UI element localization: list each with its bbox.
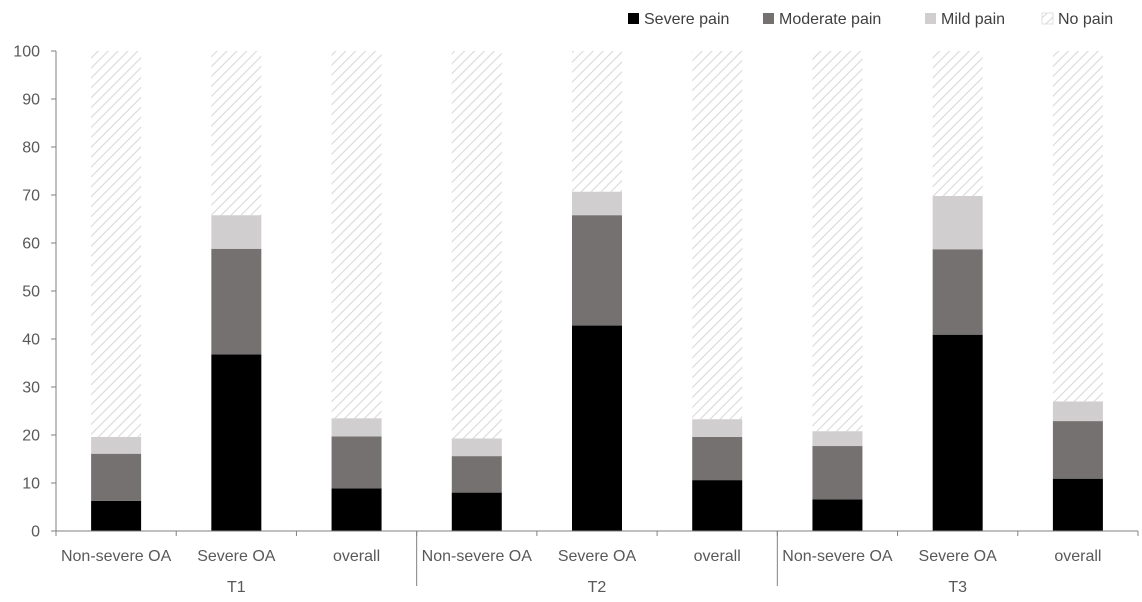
legend-label: No pain (1058, 11, 1113, 28)
y-tick-label: 0 (31, 524, 40, 541)
bar-segment-severe-pain (692, 480, 743, 531)
bar-segment-mild-pain (1052, 401, 1103, 422)
bar-segment-moderate-pain (692, 436, 743, 481)
axes: 0 10 20 30 40 50 60 70 80 90 100 Non-severe OA Sever… (13, 44, 1139, 596)
bar-segment-severe-pain (451, 492, 502, 531)
x-tick-label: Non-severe OA (422, 548, 533, 565)
bar-segment-mild-pain (812, 431, 863, 447)
bar-segment-no-pain (451, 51, 502, 439)
bar-segment-mild-pain (451, 438, 502, 457)
y-tick-label: 40 (22, 332, 40, 349)
bar-segment-no-pain (331, 51, 382, 419)
y-tick-label: 90 (22, 92, 40, 109)
y-tick-label: 30 (22, 380, 40, 397)
y-tick-label: 10 (22, 476, 40, 493)
bar-segment-moderate-pain (1052, 421, 1103, 479)
chart-legend: Severe pain Moderate pain Mild pain No pain (628, 11, 1113, 28)
bar-segment-moderate-pain (572, 215, 622, 326)
bar-segment-no-pain (812, 51, 863, 432)
bar-segment-no-pain (1052, 51, 1103, 402)
y-tick-label: 50 (22, 284, 40, 301)
x-tick-label: Non-severe OA (61, 548, 172, 565)
bar-segment-moderate-pain (331, 436, 382, 489)
y-tick-label: 70 (22, 188, 40, 205)
legend-swatch (628, 13, 639, 24)
x-tick-label: Severe OA (919, 548, 998, 565)
bar-segment-no-pain (572, 51, 622, 192)
bar-segment-severe-pain (91, 500, 142, 531)
bar-segment-severe-pain (932, 334, 983, 531)
bar-segment-moderate-pain (91, 453, 142, 501)
legend-swatch (763, 13, 774, 24)
x-tick-label: overall (1054, 548, 1101, 565)
bar-segment-mild-pain (572, 191, 622, 216)
bar-segment-moderate-pain (812, 446, 863, 500)
y-tick-label: 100 (13, 44, 40, 61)
group-label: T2 (588, 579, 607, 596)
group-label: T1 (227, 579, 246, 596)
y-tick-label: 20 (22, 428, 40, 445)
y-tick-label: 80 (22, 140, 40, 157)
legend-swatch (925, 13, 936, 24)
x-tick-label: overall (694, 548, 741, 565)
bar-segment-severe-pain (572, 325, 622, 531)
bar-segment-moderate-pain (932, 249, 983, 335)
x-tick-label: Non-severe OA (782, 548, 893, 565)
bar-segment-severe-pain (1052, 478, 1103, 531)
bar-segment-mild-pain (211, 215, 262, 249)
bar-segment-mild-pain (91, 436, 142, 454)
bar-segment-no-pain (211, 51, 262, 216)
bar-segment-moderate-pain (451, 456, 502, 493)
y-tick-label: 60 (22, 236, 40, 253)
bar-segment-severe-pain (812, 499, 863, 531)
bar-segment-mild-pain (331, 418, 382, 437)
legend-label: Moderate pain (779, 11, 881, 28)
bar-segment-no-pain (932, 51, 983, 196)
bar-segment-severe-pain (331, 488, 382, 531)
bar-segment-no-pain (692, 51, 743, 420)
x-tick-label: overall (333, 548, 380, 565)
bar-stacks (91, 51, 1103, 531)
bar-segment-severe-pain (211, 354, 262, 531)
legend-label: Severe pain (644, 11, 729, 28)
legend-label: Mild pain (941, 11, 1005, 28)
bar-segment-no-pain (91, 51, 142, 437)
x-tick-label: Severe OA (558, 548, 637, 565)
bar-segment-mild-pain (692, 419, 743, 437)
x-tick-label: Severe OA (197, 548, 276, 565)
group-label: T3 (948, 579, 967, 596)
bar-segment-moderate-pain (211, 248, 262, 355)
legend-swatch (1041, 12, 1054, 25)
bar-segment-mild-pain (932, 195, 983, 250)
